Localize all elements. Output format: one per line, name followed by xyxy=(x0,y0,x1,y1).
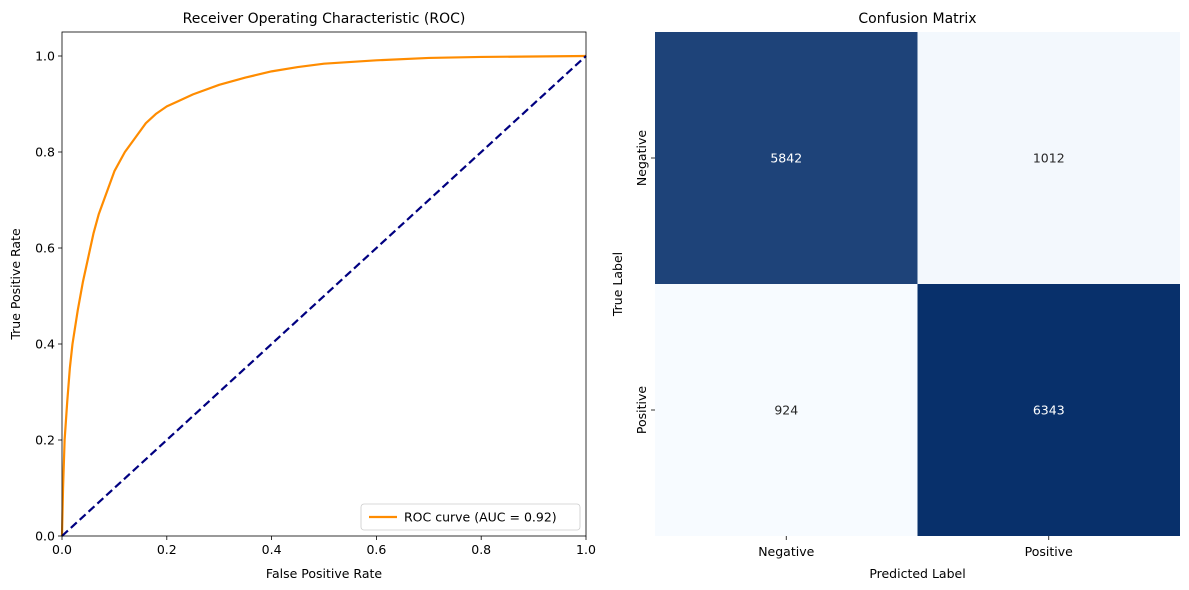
cm-x-axis-label: Predicted Label xyxy=(869,566,965,581)
y-tick-label: 0.2 xyxy=(35,433,55,448)
cm-x-tick-label: Positive xyxy=(1025,544,1073,559)
roc-y-axis-label: True Positive Rate xyxy=(8,228,23,341)
x-tick-label: 0.6 xyxy=(366,542,386,557)
cm-cell xyxy=(917,284,1180,536)
x-tick-label: 0.2 xyxy=(157,542,177,557)
cm-cell-value: 1012 xyxy=(1033,151,1065,166)
cm-cell-value: 924 xyxy=(774,403,798,418)
roc-chart: 0.0 0.2 0.4 0.6 0.8 1.0 0.0 0.2 0.4 0.6 0.8 1.0 Rece… xyxy=(8,11,596,581)
legend-box xyxy=(360,503,581,531)
y-tick-label: 0.4 xyxy=(35,337,55,352)
roc-x-ticks: 0.0 0.2 0.4 0.6 0.8 1.0 xyxy=(52,536,596,557)
roc-title: Receiver Operating Characteristic (ROC) xyxy=(183,11,466,27)
roc-curve-line xyxy=(60,54,587,537)
y-tick-label: 0.6 xyxy=(35,241,55,256)
roc-y-ticks: 0.0 0.2 0.4 0.6 0.8 1.0 xyxy=(35,49,62,544)
confusion-matrix-chart: 5842 1012 924 6343 Negative Positive Negative P… xyxy=(610,11,1180,581)
cm-title: Confusion Matrix xyxy=(858,11,976,27)
cm-x-ticks: Negative Positive xyxy=(758,536,1073,559)
y-tick-label: 0.0 xyxy=(35,529,55,544)
cm-cell xyxy=(655,284,918,536)
cm-y-tick-label: Negative xyxy=(634,130,649,186)
cm-y-axis-label: True Label xyxy=(610,252,625,317)
cm-cell xyxy=(917,32,1180,284)
x-tick-label: 1.0 xyxy=(576,542,596,557)
x-tick-label: 0.4 xyxy=(262,542,282,557)
cm-y-ticks: Negative Positive xyxy=(634,130,655,434)
y-tick-label: 0.8 xyxy=(35,145,55,160)
roc-plot-frame xyxy=(61,31,587,537)
cm-cell-value: 6343 xyxy=(1033,403,1065,418)
x-tick-label: 0.8 xyxy=(471,542,491,557)
legend-label-roc: ROC curve (AUC = 0.92) xyxy=(404,510,557,525)
x-tick-label: 0.0 xyxy=(52,542,72,557)
cm-y-tick-label: Positive xyxy=(634,386,649,434)
roc-x-axis-label: False Positive Rate xyxy=(266,566,382,581)
y-tick-label: 1.0 xyxy=(35,49,55,64)
roc-legend: ROC curve (AUC = 0.92) xyxy=(360,503,581,531)
chance-diagonal-line xyxy=(61,55,587,537)
cm-cell-value: 5842 xyxy=(770,151,802,166)
cm-x-tick-label: Negative xyxy=(758,544,814,559)
cm-cell xyxy=(655,32,918,284)
